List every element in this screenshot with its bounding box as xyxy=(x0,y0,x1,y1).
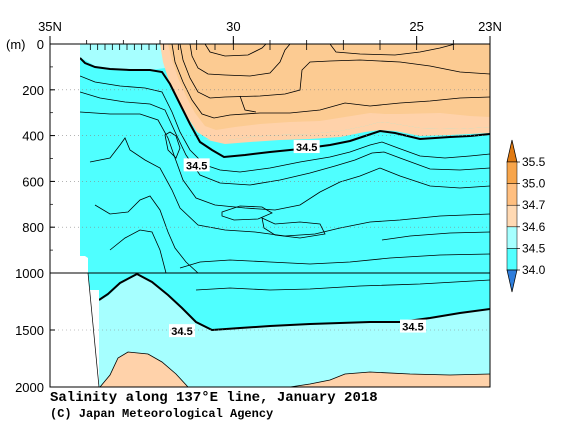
depth-tick-label: 600 xyxy=(22,174,44,189)
colorbar-level-label: 34.0 xyxy=(522,263,546,277)
lat-tick-label: 25 xyxy=(409,19,423,34)
contour-label: 34.5 xyxy=(186,160,207,172)
colorbar-level-label: 34.6 xyxy=(522,220,546,234)
colorbar-level-label: 35.0 xyxy=(522,177,546,191)
contour-label-bg xyxy=(169,324,195,338)
lat-tick-label: 30 xyxy=(226,19,240,34)
contour-label-bg xyxy=(400,319,426,333)
colorbar-extend-low xyxy=(506,269,518,293)
depth-tick-label: 200 xyxy=(22,83,44,98)
colorbar-segment xyxy=(506,248,518,271)
fill-cyan-lower xyxy=(80,273,490,330)
contour-label-bg xyxy=(293,140,320,154)
fill-lightcyan-surface xyxy=(80,44,165,70)
depth-tick-label: 2000 xyxy=(15,380,44,395)
contours-lower xyxy=(99,279,490,387)
colorbar-level-label: 35.5 xyxy=(522,155,546,169)
contour-label: 34.5 xyxy=(296,142,317,154)
contour-label: 34.5 xyxy=(402,322,423,334)
colorbar-segment xyxy=(506,161,518,184)
left-axis: 0 200 400 600 800 1000 1500 2000 xyxy=(15,37,55,395)
chart-credit: (C) Japan Meteorological Agency xyxy=(50,407,274,421)
chart-title: Salinity along 137°E line, January 2018 xyxy=(50,390,378,406)
fill-peach-deep-right xyxy=(290,372,490,387)
colorbar-level-label: 34.7 xyxy=(522,198,546,212)
contours-cyan-upper xyxy=(80,75,490,273)
upper-panel: 34.5 34.5 xyxy=(80,44,490,273)
colorbar-level-label: 34.5 xyxy=(522,241,546,255)
fill-peach-band xyxy=(203,122,490,144)
nodata-edge xyxy=(87,272,100,388)
lower-panel: 34.5 34.5 xyxy=(80,273,490,387)
depth-unit-label: (m) xyxy=(6,37,26,52)
contour-34-5-upper xyxy=(80,57,490,159)
depth-tick-label: 400 xyxy=(22,129,44,144)
colorbar-extend-high xyxy=(506,139,518,163)
contour-labels-lower: 34.5 34.5 xyxy=(169,319,426,338)
lat-tick-label: 35N xyxy=(38,19,62,34)
depth-tick-label: 1000 xyxy=(15,266,44,281)
depth-tick-label: 0 xyxy=(37,37,44,52)
nodata-lower xyxy=(80,273,99,387)
contour-labels-upper: 34.5 34.5 xyxy=(183,140,320,172)
contour-label: 34.5 xyxy=(171,326,192,338)
colorbar: 34.0 34.5 34.6 34.7 35.0 35.5 xyxy=(506,139,546,293)
depth-tick-label: 1500 xyxy=(15,323,44,338)
colorbar-segment xyxy=(506,226,518,249)
fill-tan-upper xyxy=(168,44,490,130)
grid-lines xyxy=(50,89,490,331)
lat-tick-label: 23N xyxy=(478,19,502,34)
colorbar-segment xyxy=(506,204,518,228)
fill-peach-deep-left xyxy=(100,352,188,387)
colorbar-segment xyxy=(506,183,518,206)
top-axis: 35N 30 25 23N xyxy=(38,19,502,50)
contour-label-bg xyxy=(183,158,210,172)
contours-tan xyxy=(171,44,490,119)
depth-tick-label: 800 xyxy=(22,220,44,235)
